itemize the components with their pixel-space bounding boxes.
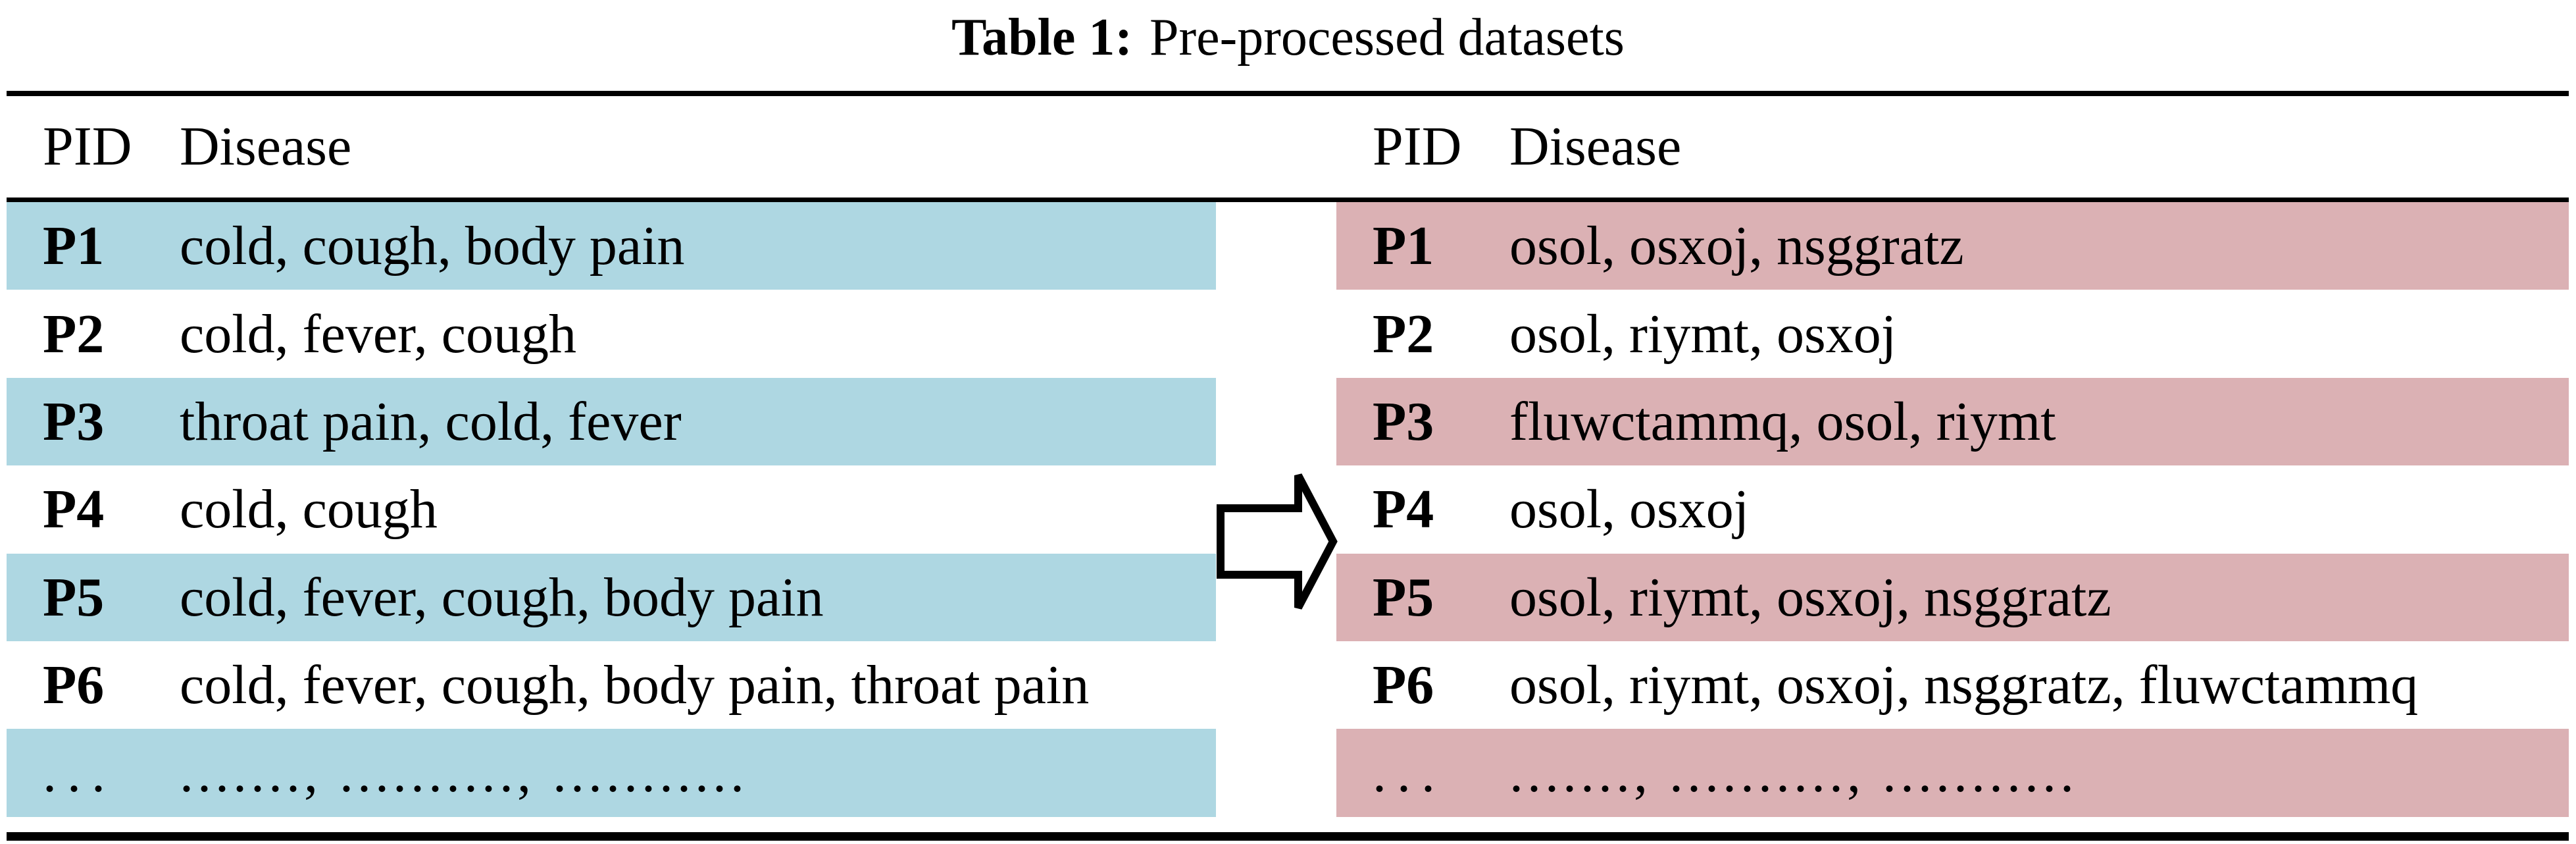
table-row: P3 throat pain, cold, fever xyxy=(7,377,1216,466)
pid-cell: P4 xyxy=(1373,479,1434,541)
table-caption: Table 1: Pre-processed datasets xyxy=(0,0,2576,80)
disease-cell: ......., .........., ........... xyxy=(180,742,748,804)
pid-cell: P5 xyxy=(43,566,105,628)
right-column-header-pid: PID xyxy=(1373,116,1462,177)
table-row: P1 cold, cough, body pain xyxy=(7,202,1216,290)
table-row: P2 osol, riymt, osxoj xyxy=(1336,290,2569,377)
caption-label: Table 1: xyxy=(951,9,1132,66)
table-row: P6 osol, riymt, osxoj, nsggratz, fluwcta… xyxy=(1336,641,2569,729)
pid-cell: P4 xyxy=(43,479,105,541)
left-table-body: P1 cold, cough, body pain P2 cold, fever… xyxy=(7,202,1216,817)
disease-cell: osol, osxoj xyxy=(1509,479,1750,541)
disease-cell: cold, fever, cough, body pain, throat pa… xyxy=(180,654,1090,716)
header-rule xyxy=(7,198,2569,202)
table-row: P6 cold, fever, cough, body pain, throat… xyxy=(7,641,1216,729)
disease-cell: osol, riymt, osxoj xyxy=(1509,303,1897,365)
pid-cell: P6 xyxy=(1373,654,1434,716)
pid-cell: ... xyxy=(1373,742,1446,804)
disease-cell: cold, cough xyxy=(180,479,438,541)
pid-cell: P1 xyxy=(43,215,105,277)
pid-cell: P5 xyxy=(1373,566,1434,628)
right-table-header: PID Disease xyxy=(1336,95,2569,198)
pid-cell: P3 xyxy=(43,390,105,452)
table-row: P5 osol, riymt, osxoj, nsggratz xyxy=(1336,553,2569,641)
right-arrow-icon xyxy=(1217,471,1338,612)
disease-cell: cold, cough, body pain xyxy=(180,215,685,277)
disease-cell: cold, fever, cough xyxy=(180,303,577,365)
disease-cell: osol, riymt, osxoj, nsggratz, fluwctammq xyxy=(1509,654,2419,716)
left-column-header-disease: Disease xyxy=(180,116,352,177)
table-row: P4 cold, cough xyxy=(7,465,1216,553)
right-column-header-disease: Disease xyxy=(1509,116,1682,177)
pid-cell: ... xyxy=(43,742,116,804)
disease-cell: osol, osxoj, nsggratz xyxy=(1509,215,1964,277)
pid-cell: P2 xyxy=(43,303,105,365)
table-row: P5 cold, fever, cough, body pain xyxy=(7,553,1216,641)
pid-cell: P2 xyxy=(1373,303,1434,365)
disease-cell: osol, riymt, osxoj, nsggratz xyxy=(1509,566,2111,628)
pid-cell: P6 xyxy=(43,654,105,716)
disease-cell: ......., .........., ........... xyxy=(1509,742,2078,804)
disease-cell: fluwctammq, osol, riymt xyxy=(1509,390,2056,452)
pid-cell: P1 xyxy=(1373,215,1434,277)
table-row-ellipsis: ... ......., .........., ........... xyxy=(1336,729,2569,817)
top-rule xyxy=(7,91,2569,96)
left-column-header-pid: PID xyxy=(43,116,132,177)
disease-cell: throat pain, cold, fever xyxy=(180,390,682,452)
pid-cell: P3 xyxy=(1373,390,1434,452)
left-table-header: PID Disease xyxy=(7,95,1216,198)
bottom-rule xyxy=(7,832,2569,841)
right-table-body: P1 osol, osxoj, nsggratz P2 osol, riymt,… xyxy=(1336,202,2569,817)
table-row: P2 cold, fever, cough xyxy=(7,290,1216,377)
disease-cell: cold, fever, cough, body pain xyxy=(180,566,824,628)
table-row: P4 osol, osxoj xyxy=(1336,465,2569,553)
table-row: P1 osol, osxoj, nsggratz xyxy=(1336,202,2569,290)
table-row-ellipsis: ... ......., .........., ........... xyxy=(7,729,1216,817)
caption-text: Pre-processed datasets xyxy=(1149,9,1625,66)
table-row: P3 fluwctammq, osol, riymt xyxy=(1336,377,2569,466)
